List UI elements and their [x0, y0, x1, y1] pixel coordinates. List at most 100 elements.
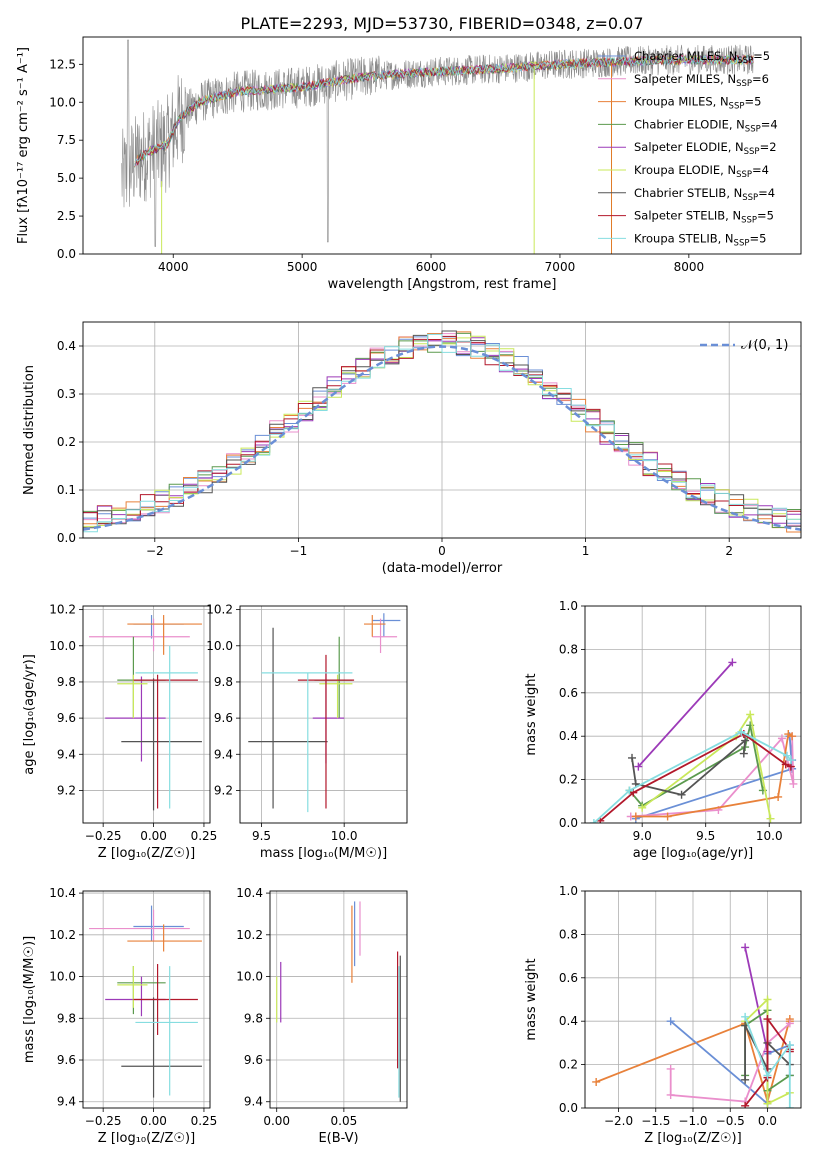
y-tick-label: 0.2 — [559, 1058, 578, 1072]
y-axis-label: mass [log₁₀(M/M☉)] — [22, 936, 37, 1063]
axes-frame — [269, 890, 408, 1109]
mass-weight-marker — [631, 812, 640, 821]
mass-weight-marker — [628, 753, 637, 762]
x-tick-label: −2.0 — [604, 1114, 633, 1128]
legend-entry: Salpeter STELIB, NSSP=5 — [634, 209, 774, 226]
x-tick-label: 7000 — [545, 260, 576, 274]
plot-area — [83, 606, 210, 823]
x-tick-label: −1 — [290, 544, 308, 558]
y-tick-label: 10.4 — [236, 886, 263, 900]
y-tick-label: 10.0 — [236, 970, 263, 984]
y-tick-label: 0.6 — [559, 971, 578, 985]
y-tick-label: 0.4 — [559, 729, 578, 743]
chart-spectrum: 4000 5000 6000 7000 8000 0.0 2.5 5.0 7.5 10.0 12.5… — [16, 36, 802, 292]
mass-weight-marker — [666, 1090, 675, 1099]
x-tick-label: 0.00 — [140, 829, 167, 843]
plot-area — [240, 606, 407, 823]
x-tick-label: 0.05 — [331, 1114, 358, 1128]
x-tick-label: −1.5 — [641, 1114, 670, 1128]
y-tick-label: 9.2 — [57, 783, 76, 797]
y-tick-label: 9.4 — [57, 747, 76, 761]
x-tick-label: −0.25 — [85, 1114, 122, 1128]
legend-entry: Kroupa STELIB, NSSP=5 — [634, 231, 766, 248]
plots-layer: 4000 5000 6000 7000 80000.02.55.07.510.012.5… — [16, 36, 802, 1146]
axes-frame — [82, 890, 211, 1109]
x-axis-label: Z [log₁₀(Z/Z☉)] — [98, 1131, 195, 1146]
x-tick-label: 5000 — [287, 260, 318, 274]
y-tick-label: 10.2 — [49, 603, 76, 617]
legend-entry: Chabrier ELODIE, NSSP=4 — [634, 117, 778, 134]
mass-weight-marker — [785, 1104, 794, 1108]
y-tick-label: 0.6 — [559, 686, 578, 700]
y-tick-label: 0.2 — [559, 773, 578, 787]
plot-area — [585, 606, 801, 823]
mass-weight-marker — [763, 1099, 772, 1108]
y-tick-label: 9.6 — [57, 1053, 76, 1067]
y-tick-label: 0.0 — [57, 531, 76, 545]
x-tick-label: −0.5 — [716, 1114, 745, 1128]
x-axis-label: age [log₁₀(age/yr)] — [633, 846, 754, 861]
residual-histogram — [83, 333, 801, 533]
y-tick-label: 10.2 — [206, 603, 233, 617]
y-tick-label: 5.0 — [57, 171, 76, 185]
x-tick-label: −2 — [146, 544, 164, 558]
model-spectrum-line — [134, 54, 754, 166]
mass-weight-marker — [737, 727, 746, 736]
legend-entry: Kroupa ELODIE, NSSP=4 — [634, 163, 769, 180]
x-tick-label: 0.00 — [263, 1114, 290, 1128]
axes-frame — [584, 890, 802, 1109]
y-tick-label: 9.8 — [57, 1011, 76, 1025]
figure-title: PLATE=2293, MJD=53730, FIBERID=0348, z=0… — [240, 14, 643, 33]
axes-frame — [239, 605, 408, 824]
mass-weight-marker — [783, 751, 792, 760]
x-axis-label: Z [log₁₀(Z/Z☉)] — [98, 846, 195, 861]
plot-area — [270, 891, 407, 1108]
axes-frame — [82, 605, 211, 824]
mass-weight-series — [631, 738, 747, 796]
x-tick-label: 0.00 — [140, 1114, 167, 1128]
y-axis-label: Flux [fλ10⁻¹⁷ erg cm⁻² s⁻¹ A⁻¹] — [16, 47, 31, 244]
x-tick-label: −0.25 — [85, 829, 122, 843]
legend-entry: Chabrier MILES, NSSP=5 — [634, 49, 770, 66]
y-tick-label: 2.5 — [57, 209, 76, 223]
mass-weight-series — [744, 1016, 791, 1108]
y-tick-label: 9.6 — [214, 711, 233, 725]
plot-area — [83, 322, 801, 538]
y-tick-label: 10.0 — [49, 639, 76, 653]
x-tick-label: 6000 — [416, 260, 447, 274]
y-tick-label: 10.0 — [49, 95, 76, 109]
plot-area — [83, 891, 210, 1108]
x-tick-label: 0.0 — [758, 1114, 777, 1128]
observed-spectrum-line — [121, 39, 754, 247]
mass-weight-marker — [781, 760, 790, 769]
mass-weight-marker — [741, 943, 750, 952]
x-tick-label: 9.5 — [696, 829, 715, 843]
mass-weight-marker — [663, 812, 672, 821]
y-tick-label: 9.8 — [244, 1011, 263, 1025]
mass-weight-marker — [785, 1019, 794, 1028]
y-tick-label: 10.4 — [49, 886, 76, 900]
y-axis-label: mass weight — [524, 673, 539, 755]
mass-weight-series — [641, 712, 772, 819]
mass-weight-marker — [766, 814, 775, 823]
mass-weight-marker — [777, 734, 786, 743]
y-tick-label: 10.2 — [236, 928, 263, 942]
x-tick-label: 9.0 — [633, 829, 652, 843]
mass-weight-marker — [589, 819, 598, 823]
chart-massweight-vs-Z: −2.0 −1.5 −1.0 −0.5 0.0 0.0 0.2 0.4 0.6 0.8 1.0 Z [… — [524, 884, 802, 1146]
y-tick-label: 0.1 — [57, 483, 76, 497]
y-tick-label: 9.2 — [214, 783, 233, 797]
y-tick-label: 0.4 — [57, 339, 76, 353]
mass-weight-marker — [746, 710, 755, 719]
y-tick-label: 10.0 — [49, 970, 76, 984]
x-axis-label: mass [log₁₀(M/M☉)] — [260, 846, 387, 861]
y-tick-label: 9.4 — [57, 1095, 76, 1109]
mass-weight-marker — [677, 790, 686, 799]
y-tick-label: 9.4 — [244, 1095, 263, 1109]
y-tick-label: 0.3 — [57, 387, 76, 401]
y-tick-label: 7.5 — [57, 133, 76, 147]
y-axis-label: mass weight — [524, 958, 539, 1040]
y-tick-label: 9.6 — [244, 1053, 263, 1067]
y-tick-label: 1.0 — [559, 884, 578, 898]
mass-weight-marker — [741, 1101, 750, 1108]
